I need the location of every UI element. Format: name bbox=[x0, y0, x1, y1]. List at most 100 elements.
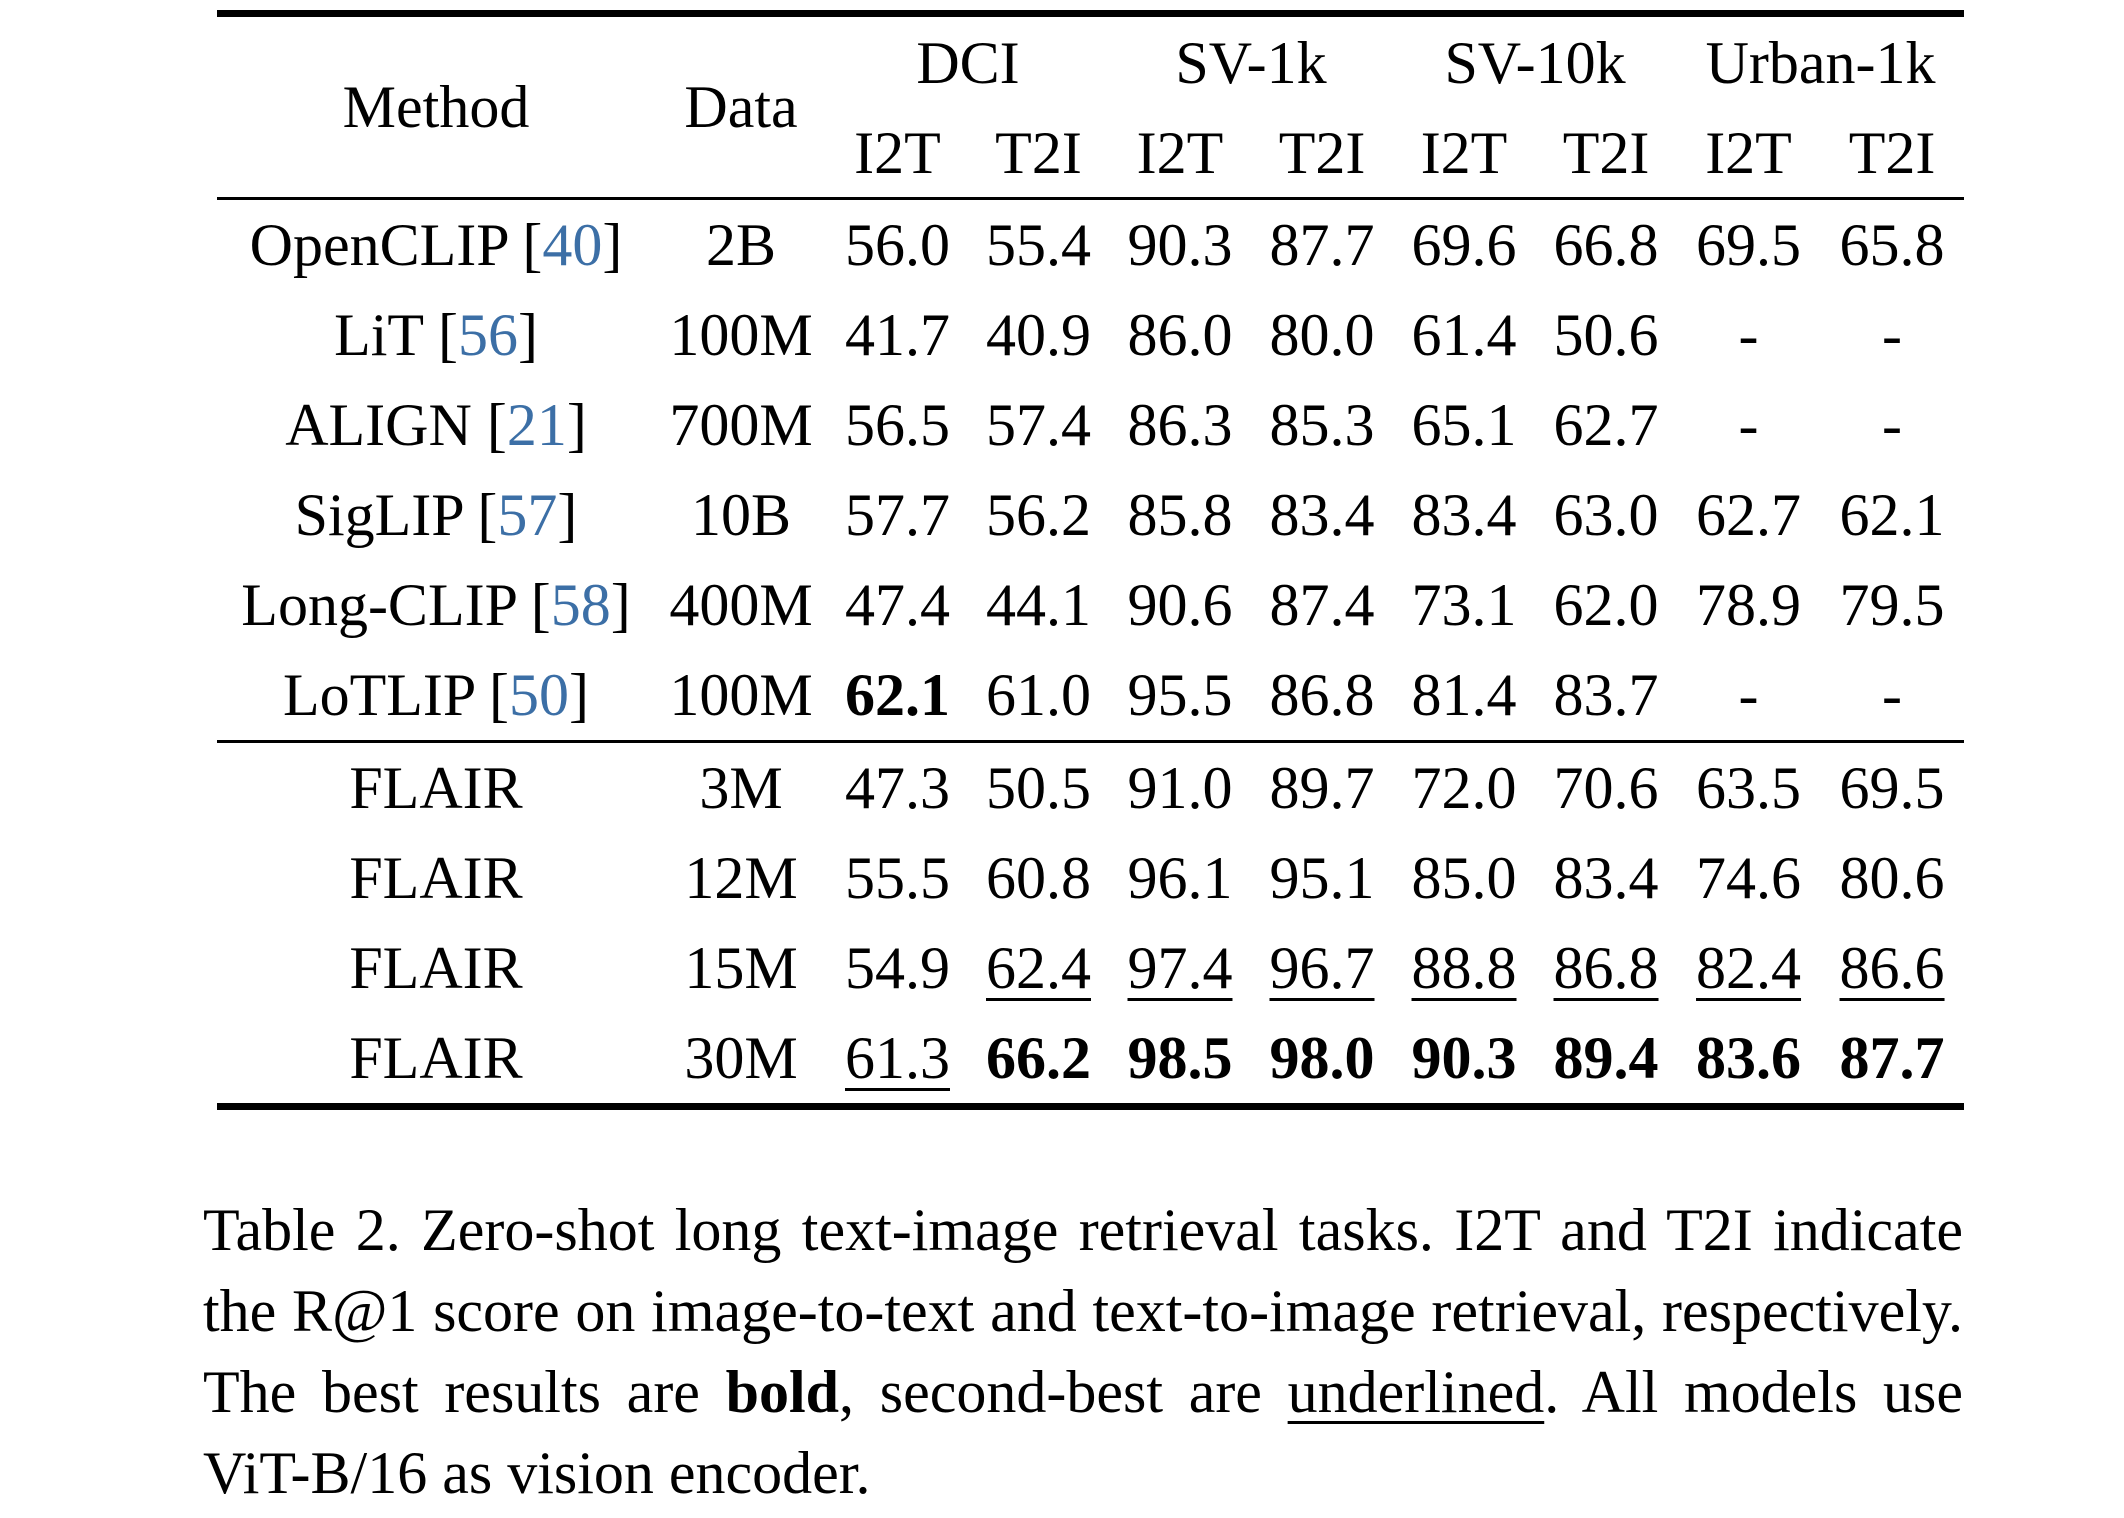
citation-link[interactable]: 21 bbox=[506, 392, 567, 458]
data-size-cell: 700M bbox=[669, 392, 813, 458]
score-cell: - bbox=[1677, 290, 1820, 380]
score-value: 40.9 bbox=[986, 302, 1091, 368]
method-name: LiT [ bbox=[334, 302, 458, 368]
score-value: 86.3 bbox=[1127, 392, 1233, 458]
table-row: FLAIR 3M 47.3 50.5 91.0 89.7 72.0 70.6 63.5 69.5 bbox=[217, 740, 1965, 833]
score-cell: 90.6 bbox=[1109, 560, 1251, 650]
data-size-cell: 30M bbox=[655, 1013, 827, 1110]
score-cell: 85.0 bbox=[1393, 833, 1535, 923]
score-value: 61.0 bbox=[986, 662, 1091, 728]
score-cell: 61.3 bbox=[827, 1013, 968, 1110]
score-cell: 57.4 bbox=[968, 380, 1109, 470]
score-value: 56.0 bbox=[845, 212, 950, 278]
score-cell: 85.8 bbox=[1109, 470, 1251, 560]
score-cell: 89.7 bbox=[1251, 740, 1394, 833]
score-value: 73.1 bbox=[1411, 572, 1517, 638]
score-value: - bbox=[1738, 662, 1759, 728]
score-cell: 62.7 bbox=[1535, 380, 1677, 470]
table-row: LoTLIP [50] 100M 62.1 61.0 95.5 86.8 81.4 83.7-… bbox=[217, 650, 1964, 742]
score-value: 87.7 bbox=[1269, 212, 1375, 278]
score-value: 50.6 bbox=[1553, 302, 1659, 368]
method-bracket: ] bbox=[566, 392, 587, 458]
citation-link[interactable]: 56 bbox=[457, 302, 518, 368]
table-row: OpenCLIP [40] 2B 56.0 55.4 90.3 87.7 69.6 66.8 6… bbox=[217, 197, 1965, 290]
method-name: FLAIR bbox=[349, 755, 523, 821]
score-value: 98.0 bbox=[1269, 1025, 1375, 1091]
score-cell: 55.4 bbox=[968, 197, 1109, 290]
score-cell: 56.0 bbox=[827, 197, 968, 290]
score-cell: 62.4 bbox=[968, 923, 1109, 1013]
score-cell: - bbox=[1677, 380, 1820, 470]
citation-link[interactable]: 40 bbox=[542, 212, 603, 278]
data-size-cell: 100M bbox=[669, 662, 813, 728]
score-value: 86.0 bbox=[1127, 302, 1233, 368]
method-cell: ALIGN [21] bbox=[217, 380, 655, 470]
score-value: 88.8 bbox=[1411, 935, 1517, 1001]
data-size-cell: 15M bbox=[684, 935, 798, 1001]
score-cell: 66.8 bbox=[1535, 197, 1678, 290]
score-cell: 87.7 bbox=[1820, 1013, 1965, 1110]
score-cell: 74.6 bbox=[1677, 833, 1820, 923]
header-subcolumn: I2T bbox=[1136, 120, 1224, 186]
score-value: 74.6 bbox=[1696, 845, 1802, 911]
method-cell: LoTLIP [50] bbox=[217, 650, 655, 742]
score-cell: 78.9 bbox=[1677, 560, 1820, 650]
citation-link[interactable]: 50 bbox=[509, 662, 570, 728]
score-cell: 81.4 bbox=[1393, 650, 1535, 742]
score-value: 54.9 bbox=[845, 935, 950, 1001]
data-size-cell: 100M bbox=[669, 302, 813, 368]
score-value: 87.4 bbox=[1269, 572, 1375, 638]
method-bracket: ] bbox=[602, 212, 623, 278]
score-cell: 91.0 bbox=[1109, 740, 1251, 833]
method-name: Long-CLIP [ bbox=[241, 572, 551, 638]
score-value: 57.4 bbox=[986, 392, 1091, 458]
score-value: 72.0 bbox=[1411, 755, 1517, 821]
score-value: 82.4 bbox=[1696, 935, 1802, 1001]
header-subcolumn: T2I bbox=[1562, 120, 1650, 186]
score-cell: 63.5 bbox=[1677, 740, 1821, 833]
header-subcolumn: I2T bbox=[1420, 120, 1508, 186]
score-cell: 86.0 bbox=[1109, 290, 1251, 380]
score-value: 97.4 bbox=[1127, 935, 1233, 1001]
score-value: - bbox=[1738, 392, 1759, 458]
method-name: ALIGN [ bbox=[285, 392, 507, 458]
score-value: 65.8 bbox=[1839, 212, 1945, 278]
score-cell: 57.7 bbox=[827, 470, 968, 560]
score-value: 70.6 bbox=[1553, 755, 1659, 821]
table-caption: Table 2. Zero-shot long text-image retri… bbox=[203, 1190, 1963, 1514]
score-cell: 47.3 bbox=[827, 740, 968, 833]
score-value: 56.2 bbox=[986, 482, 1091, 548]
score-cell: 63.0 bbox=[1535, 470, 1677, 560]
citation-link[interactable]: 57 bbox=[497, 482, 558, 548]
data-size-cell: 12M bbox=[684, 845, 798, 911]
score-cell: 95.1 bbox=[1251, 833, 1393, 923]
score-cell: 62.1 bbox=[827, 650, 968, 742]
method-cell: Long-CLIP [58] bbox=[217, 560, 655, 650]
score-cell: - bbox=[1820, 380, 1964, 470]
score-cell: 62.0 bbox=[1535, 560, 1677, 650]
results-table: Method Data DCI SV-1k SV-10k Urban-1k I2… bbox=[217, 10, 1965, 1110]
table-body: OpenCLIP [40] 2B 56.0 55.4 90.3 87.7 69.6 66.8 6… bbox=[217, 197, 1965, 1110]
header-group-urban-1k: Urban-1k bbox=[1677, 10, 1965, 109]
method-cell: LiT [56] bbox=[217, 290, 655, 380]
score-value: 61.4 bbox=[1411, 302, 1517, 368]
score-cell: 69.5 bbox=[1677, 197, 1821, 290]
score-cell: 41.7 bbox=[827, 290, 968, 380]
header-method: Method bbox=[217, 10, 655, 199]
score-cell: 83.4 bbox=[1251, 470, 1393, 560]
header-subcolumn: T2I bbox=[1278, 120, 1366, 186]
data-size-cell: 400M bbox=[669, 572, 813, 638]
score-value: 62.0 bbox=[1553, 572, 1659, 638]
score-value: 50.5 bbox=[986, 755, 1091, 821]
table-row: Long-CLIP [58] 400M 47.4 44.1 90.6 87.4 73.1 62… bbox=[217, 560, 1964, 650]
score-value: 89.4 bbox=[1553, 1025, 1659, 1091]
score-value: 61.3 bbox=[845, 1025, 950, 1091]
score-value: 55.5 bbox=[845, 845, 950, 911]
score-cell: 80.0 bbox=[1251, 290, 1393, 380]
citation-link[interactable]: 58 bbox=[550, 572, 611, 638]
score-cell: 86.8 bbox=[1535, 923, 1677, 1013]
score-cell: 96.7 bbox=[1251, 923, 1393, 1013]
method-name: SigLIP [ bbox=[294, 482, 498, 548]
score-value: 62.4 bbox=[986, 935, 1091, 1001]
score-value: 69.6 bbox=[1411, 212, 1517, 278]
